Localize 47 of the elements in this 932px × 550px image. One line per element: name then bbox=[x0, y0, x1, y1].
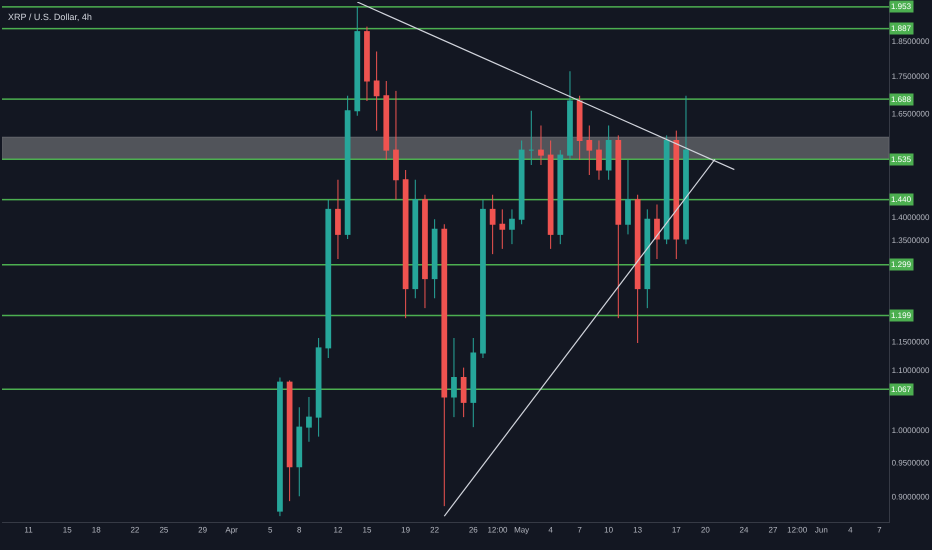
x-tick-label: 5 bbox=[268, 526, 274, 535]
x-tick-label: 26 bbox=[468, 526, 478, 535]
x-tick-label: Apr bbox=[225, 526, 238, 535]
y-tick-label: 1.3500000 bbox=[892, 236, 930, 246]
x-tick-label: 18 bbox=[92, 526, 102, 535]
y-tick-label: 0.9500000 bbox=[892, 458, 930, 468]
x-tick-label: 4 bbox=[848, 526, 854, 535]
y-tick-label: 1.1500000 bbox=[892, 338, 930, 347]
x-tick-label: 12:00 bbox=[787, 526, 808, 535]
ref-line-label: 1.299 bbox=[891, 260, 912, 269]
ref-line-label: 1.199 bbox=[891, 311, 912, 320]
ref-line-label: 1.067 bbox=[891, 385, 912, 394]
x-tick-label: 10 bbox=[604, 526, 614, 535]
ref-line-label: 1.535 bbox=[891, 155, 912, 164]
y-tick-label: 1.1000000 bbox=[892, 366, 930, 375]
x-tick-label: 17 bbox=[672, 526, 682, 535]
x-tick-label: 22 bbox=[430, 526, 440, 535]
x-tick-label: 11 bbox=[24, 526, 34, 535]
x-tick-label: 29 bbox=[198, 526, 208, 535]
x-tick-label: 12:00 bbox=[487, 526, 508, 535]
x-tick-label: 25 bbox=[159, 526, 169, 535]
y-tick-label: 1.4000000 bbox=[892, 213, 930, 222]
x-tick-label: Jun bbox=[814, 526, 828, 535]
ref-line-label: 1.953 bbox=[891, 2, 912, 11]
y-tick-label: 1.8500000 bbox=[892, 36, 930, 46]
x-tick-label: 22 bbox=[130, 526, 140, 535]
x-tick-label: 7 bbox=[877, 526, 882, 535]
x-tick-label: 12 bbox=[333, 526, 343, 535]
y-tick-label: 1.6500000 bbox=[892, 109, 930, 118]
ref-line-label: 1.440 bbox=[891, 195, 912, 204]
ref-line-label: 1.887 bbox=[891, 24, 912, 33]
text: XRP / U.S. Dollar, 4h bbox=[8, 12, 92, 22]
x-tick-label: 19 bbox=[401, 526, 411, 535]
y-tick-label: 0.9000000 bbox=[892, 492, 930, 502]
x-tick-label: 15 bbox=[362, 526, 372, 535]
x-tick-label: 20 bbox=[700, 526, 710, 535]
ref-line-label: 1.688 bbox=[891, 95, 912, 104]
x-tick-label: 8 bbox=[297, 526, 302, 535]
x-tick-label: May bbox=[514, 526, 530, 535]
y-tick-label: 1.7500000 bbox=[892, 72, 930, 82]
x-tick-label: 13 bbox=[633, 526, 643, 535]
y-tick-label: 1.0000000 bbox=[892, 426, 930, 436]
x-tick-label: 7 bbox=[577, 526, 582, 535]
x-tick-label: 15 bbox=[62, 526, 72, 535]
x-tick-label: 24 bbox=[740, 526, 749, 535]
x-tick-label: 4 bbox=[548, 526, 554, 535]
x-tick-label: 27 bbox=[768, 526, 778, 535]
